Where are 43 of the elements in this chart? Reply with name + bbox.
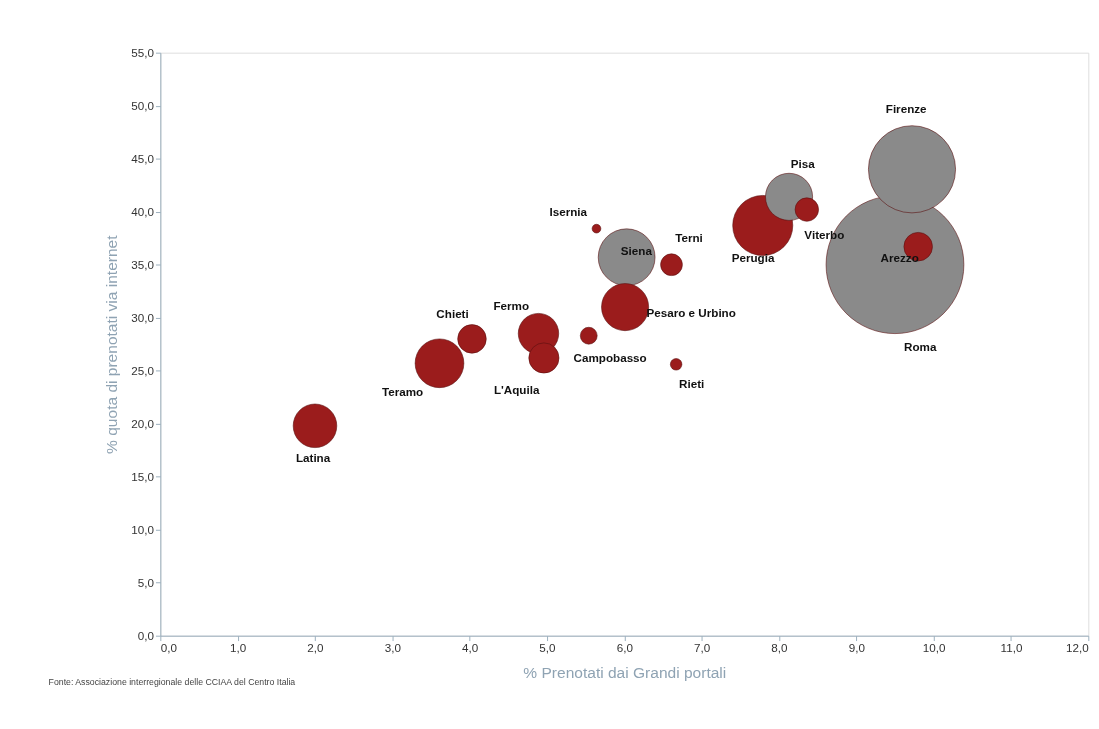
annotation: Pisa [790,156,816,170]
y-tick-label: 45,0 [131,152,155,166]
annotation: Chieti [436,306,469,320]
x-tick-label: 6,0 [616,640,634,654]
annotation: Campobasso [573,350,647,364]
x-tick-label: 10,0 [922,640,946,654]
annotation: L'Aquila [493,382,540,396]
annotation: Terni [675,231,703,245]
annotation: Siena [620,244,653,258]
y-tick-label: 25,0 [131,364,155,378]
x-axis-title: % Prenotati dai Grandi portali [523,663,727,681]
annotation: Roma [903,340,937,354]
annotation: Isernia [549,205,588,219]
source-note: Fonte: Associazione interregionale delle CCIAA del Centro Italia [48,677,296,688]
x-tick-label: 0,0 [160,640,178,654]
x-tick-label: 2,0 [307,640,325,654]
annotation: Perugia [731,251,775,265]
y-tick-label: 35,0 [131,258,155,272]
y-tick-label: 0,0 [137,629,155,643]
x-tick-label: 3,0 [384,640,402,654]
x-tick-label: 7,0 [694,640,711,654]
y-tick-label: 15,0 [131,470,155,484]
annotation: Rieti [679,376,705,390]
x-tick-label: 4,0 [462,640,479,654]
y-tick-label: 55,0 [131,46,155,60]
x-tick-label: 12,0 [1066,640,1090,654]
y-tick-label: 40,0 [131,205,155,219]
annotation: Fermo [493,299,530,313]
annotation: Pesaro e Urbino [646,305,736,319]
y-tick-label: 10,0 [131,523,155,537]
x-tick-label: 8,0 [771,640,789,654]
x-tick-label: 5,0 [539,640,557,654]
x-tick-label: 11,0 [1000,640,1023,654]
y-tick-label: 20,0 [131,417,155,431]
y-axis-title: % quota di prenotati via internet [102,234,120,454]
y-tick-label: 30,0 [131,311,155,325]
annotation: Teramo [381,385,424,399]
annotation: Firenze [885,101,928,115]
annotation: Latina [295,450,331,464]
y-tick-label: 50,0 [131,99,155,113]
y-tick-label: 5,0 [137,576,155,590]
x-tick-label: 9,0 [848,640,866,654]
x-tick-label: 1,0 [230,640,247,654]
